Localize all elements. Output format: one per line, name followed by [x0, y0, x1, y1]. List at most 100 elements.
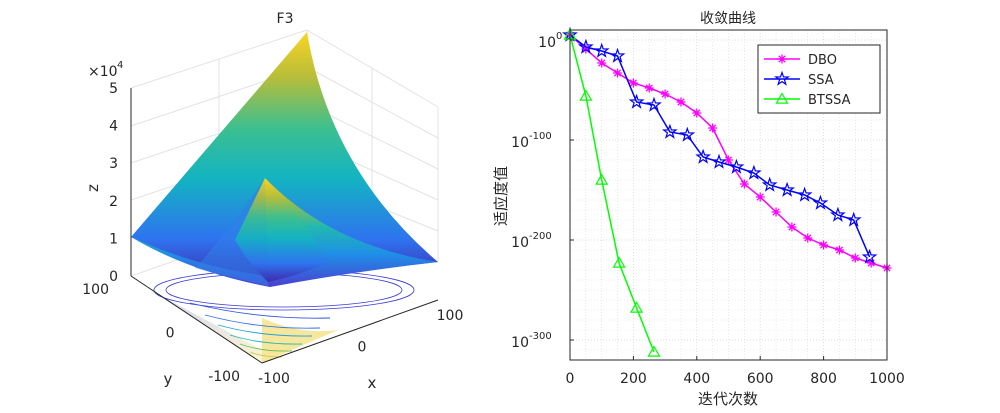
legend-label: DBO [808, 53, 837, 68]
series-marker-asterisk [628, 78, 638, 88]
x-axis-label-2: 迭代次数 [698, 390, 758, 408]
x-tick-label-2: 1000 [869, 371, 905, 387]
series-line [569, 34, 871, 258]
contour-line [189, 302, 331, 319]
series-marker-asterisk [755, 192, 765, 202]
series-ssa [562, 26, 878, 264]
series-marker-star [679, 126, 696, 142]
series-marker-asterisk [771, 207, 781, 217]
y-tick-base: 10 [511, 335, 529, 351]
series-marker-star [577, 38, 594, 54]
series-marker-asterisk [787, 222, 797, 232]
x-tick-label-2: 800 [810, 371, 837, 387]
series-marker-triangle [595, 173, 609, 185]
legend-label: BTSSA [808, 93, 851, 108]
y-tick-base: 10 [511, 235, 529, 251]
y-tick-base: 10 [511, 135, 529, 151]
z-axis-label: z [84, 184, 102, 192]
x-tick-label-2: 0 [566, 371, 575, 387]
surface-front-face [235, 178, 330, 282]
z-tick-label: 5 [109, 81, 118, 97]
contour-line [204, 314, 321, 329]
series-marker-star [628, 93, 645, 109]
series-marker-asterisk [803, 233, 813, 243]
series-marker-star [796, 186, 813, 202]
series-marker-star [728, 158, 745, 174]
series-marker-star [609, 47, 626, 63]
series-marker-asterisk [777, 54, 787, 64]
y-tick-labels: -100 0 100 [82, 282, 240, 385]
x-tick-label-2: 200 [620, 371, 647, 387]
y-axis-line [130, 275, 263, 364]
series-marker-star [761, 176, 778, 192]
series-marker-star [829, 206, 846, 222]
series-marker-asterisk [597, 58, 607, 68]
surface-back-sheet [131, 32, 438, 285]
series-line [569, 34, 655, 353]
x-tick-label-2: 600 [747, 371, 774, 387]
y-tick-label: 100 [82, 282, 109, 298]
series-marker-star [695, 148, 712, 164]
z-tick-label: 3 [109, 156, 118, 172]
x-tick-label: 0 [358, 340, 367, 356]
series-marker-asterisk [660, 89, 670, 99]
series-marker-asterisk [819, 240, 829, 250]
series-marker-star [845, 211, 862, 227]
z-multiplier: ×10 4 [88, 60, 123, 80]
y-tick-base: 10 [538, 35, 556, 51]
x-tick-label: -100 [258, 371, 290, 387]
legend-label: SSA [808, 73, 834, 88]
legend: DBO SSA BTSSA [757, 44, 881, 114]
y-tick-exp: 0 [556, 31, 562, 42]
legend-item-dbo: DBO [764, 53, 837, 68]
legend-item-ssa: SSA [764, 70, 834, 88]
plot-frame [569, 29, 888, 361]
series-marker-asterisk [708, 123, 718, 133]
surface-title: F3 [277, 11, 294, 27]
z-tick-label: 0 [109, 269, 118, 285]
series-marker-triangle [630, 301, 644, 313]
series-marker-asterisk [676, 97, 686, 107]
series-marker-star [774, 70, 790, 86]
legend-item-btssa: BTSSA [764, 92, 851, 108]
contour-line [239, 343, 293, 352]
series-marker-asterisk [613, 68, 623, 78]
x-tick-label-2: 400 [683, 371, 710, 387]
series-marker-star [646, 96, 662, 112]
series-marker-star [861, 248, 878, 264]
series-marker-asterisk [866, 258, 876, 268]
x-axis-label: x [368, 374, 377, 392]
series-marker-asterisk [692, 108, 702, 118]
series-marker-asterisk [644, 83, 654, 93]
z-tick-label: 2 [109, 194, 118, 210]
z-multiplier-exp: 4 [117, 60, 123, 71]
z-tick-labels: 0 1 2 3 4 5 [109, 81, 118, 285]
y-tick-exp: -100 [529, 131, 552, 142]
x-tick-labels: -100 0 100 [258, 308, 463, 387]
series-marker-triangle [647, 345, 661, 357]
series-marker-star [593, 42, 610, 58]
y-axis-label: y [164, 370, 173, 388]
z-multiplier-base: ×10 [88, 64, 118, 80]
y-tick-label: -100 [208, 369, 240, 385]
series-marker-triangle [775, 92, 789, 104]
series-marker-star [779, 181, 796, 197]
series-marker-asterisk [739, 179, 749, 189]
series-marker-star [812, 194, 829, 210]
y-axis-label-2: 适应度值 [492, 166, 510, 226]
z-tick-label: 4 [109, 119, 118, 135]
series-marker-triangle [612, 256, 626, 268]
series-marker-star [711, 153, 727, 169]
series-marker-asterisk [834, 245, 844, 255]
front-axes [130, 88, 439, 364]
series-layer [562, 26, 892, 357]
y-tick-exp: -300 [529, 331, 552, 342]
series-marker-asterisk [724, 155, 733, 165]
series-marker-star [745, 164, 762, 180]
x-ticks: 0 200 400 600 800 1000 [566, 356, 905, 387]
contour-line [217, 324, 313, 337]
